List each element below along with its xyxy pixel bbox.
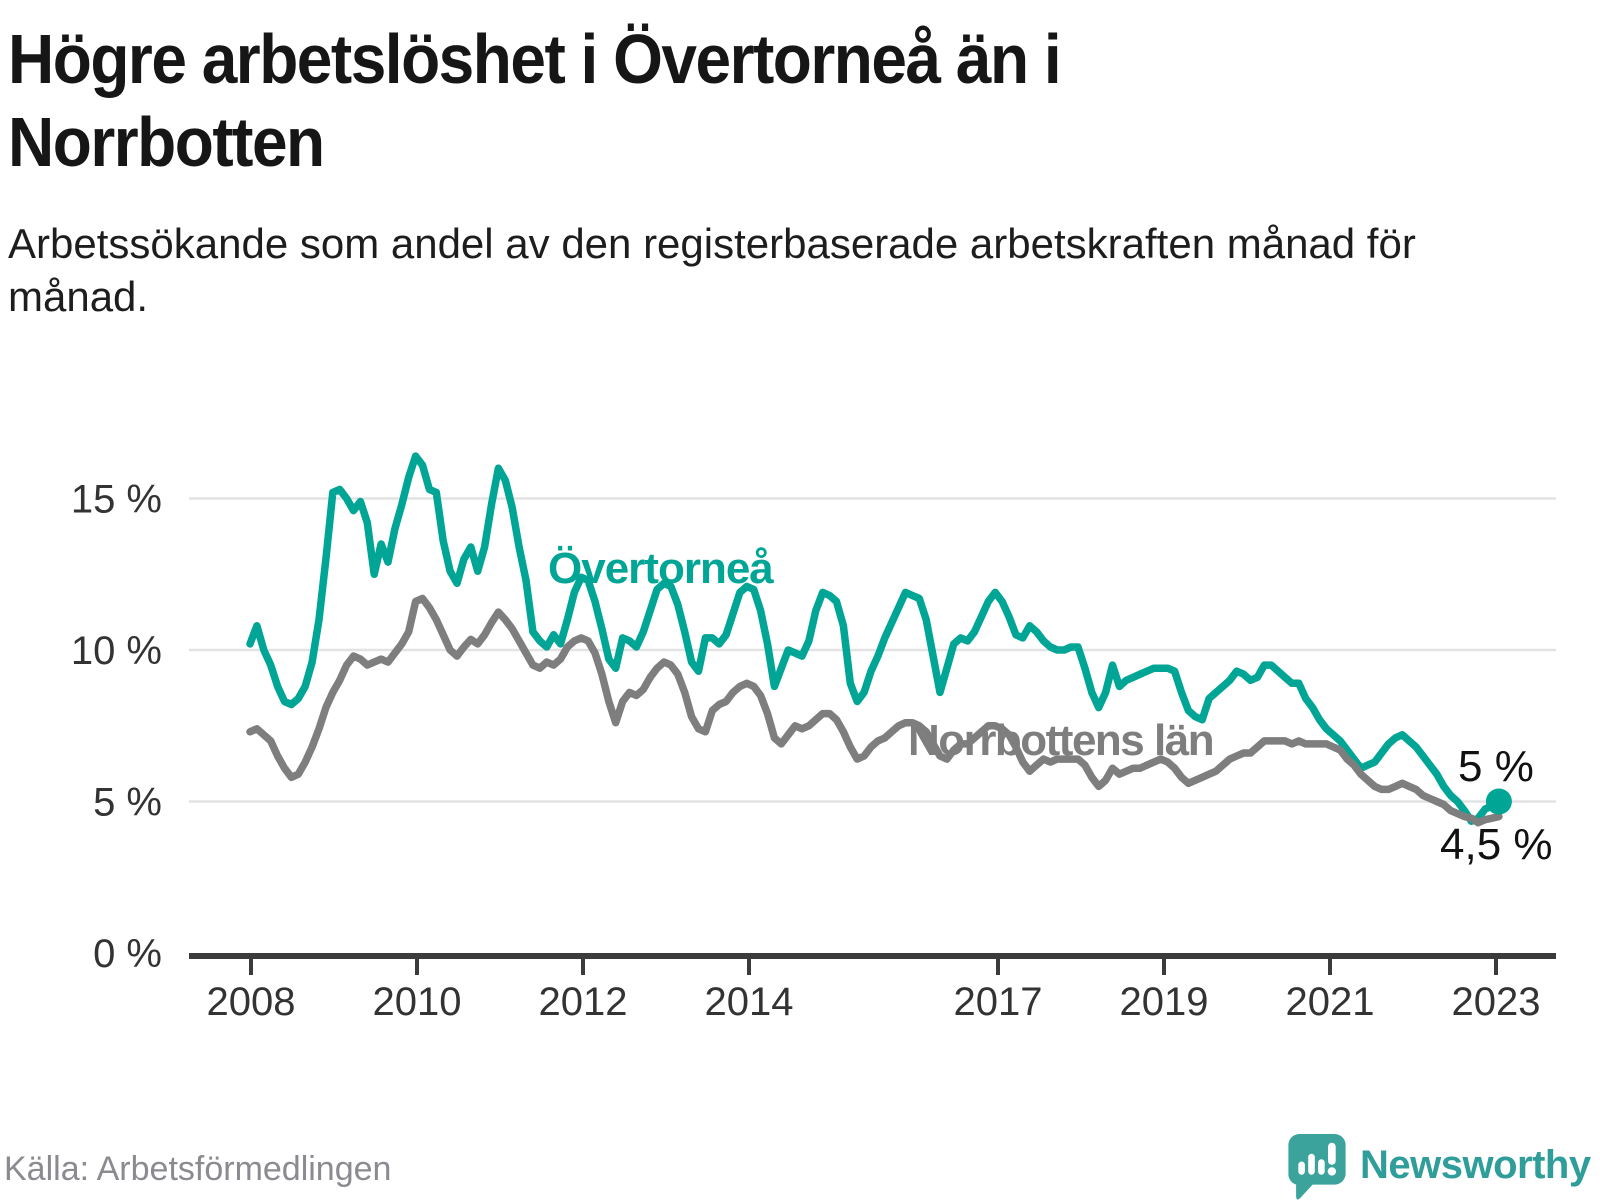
bar-icon-mid [1318,1159,1325,1175]
series-label-norrbotten: Norrbottens län [908,716,1215,765]
x-axis-tick-label: 2017 [954,980,1043,1024]
x-axis-tick-label: 2014 [705,980,794,1024]
newsworthy-wordmark: Newsworthy [1360,1142,1591,1187]
source-caption: Källa: Arbetsförmedlingen [4,1150,392,1188]
x-axis-tick-label: 2019 [1120,980,1209,1024]
chart-title: Högre arbetslöshet i Övertorneå än i Nor… [8,20,1062,181]
y-axis-tick-label: 10 % [71,629,162,673]
x-axis-tick-label: 2008 [207,980,296,1024]
bar-icon-tall [1308,1153,1315,1175]
bar-icon-short [1298,1161,1305,1175]
x-axis-tick-label: 2010 [373,980,462,1024]
chart-subtitle: Arbetssökande som andel av den registerb… [8,220,1416,320]
series-label-overtornea: Övertorneå [548,544,774,593]
x-axis-tick-label: 2023 [1452,980,1541,1024]
speech-bubble-shape [1288,1134,1346,1200]
y-axis-tick-label: 15 % [71,478,162,522]
endpoint-dot-overtornea [1485,788,1512,815]
end-value-label-overtornea: 5 % [1458,742,1534,791]
newsworthy-logo-icon [1288,1134,1346,1200]
y-axis-tick-label: 0 % [93,932,162,976]
series-line-norrbotten [246,594,1503,827]
x-axis-tick-label: 2021 [1286,980,1375,1024]
end-value-label-norrbotten: 4,5 % [1440,820,1553,869]
series-line-overtornea [246,452,1503,825]
exclamation-dot-icon [1327,1167,1337,1176]
x-axis-tick-label: 2012 [539,980,628,1024]
exclamation-stem-icon [1328,1142,1336,1165]
newsworthy-logo: Newsworthy [1288,1134,1591,1200]
y-axis-tick-label: 5 % [93,781,162,825]
